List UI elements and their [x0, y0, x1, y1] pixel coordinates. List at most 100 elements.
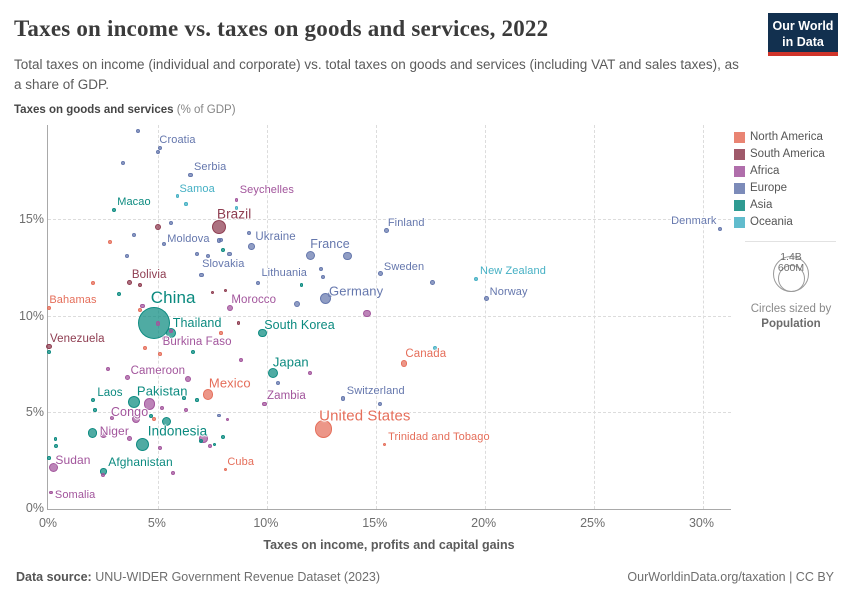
country-label-morocco[interactable]: Morocco: [231, 294, 277, 307]
country-label-trinidad-and-tobago[interactable]: Trinidad and Tobago: [388, 430, 490, 443]
data-point[interactable]: [221, 248, 226, 253]
data-point[interactable]: [151, 417, 156, 422]
data-point-indonesia[interactable]: [135, 437, 150, 452]
data-point-canada[interactable]: [400, 360, 408, 367]
data-point[interactable]: [429, 280, 435, 286]
country-label-bolivia[interactable]: Bolivia: [131, 269, 167, 282]
data-point[interactable]: [92, 408, 97, 412]
country-label-burkina-faso[interactable]: Burkina Faso: [162, 336, 232, 349]
data-point-south-korea[interactable]: [258, 328, 267, 338]
data-point-morocco[interactable]: [226, 304, 233, 311]
data-point[interactable]: [105, 367, 110, 372]
data-point[interactable]: [234, 205, 239, 210]
data-point[interactable]: [308, 371, 313, 376]
data-point[interactable]: [131, 232, 136, 237]
legend-item-south-america[interactable]: South America: [734, 148, 825, 160]
data-point[interactable]: [236, 321, 241, 326]
country-label-germany[interactable]: Germany: [329, 283, 384, 299]
data-point[interactable]: [206, 253, 211, 258]
data-point-lithuania[interactable]: [255, 280, 261, 285]
data-point[interactable]: [125, 374, 130, 380]
data-point[interactable]: [136, 128, 141, 133]
data-point[interactable]: [110, 415, 115, 420]
country-label-ukraine[interactable]: Ukraine: [255, 230, 296, 243]
data-point[interactable]: [321, 275, 326, 280]
data-point-finland[interactable]: [384, 228, 390, 234]
data-point-seychelles[interactable]: [234, 198, 239, 202]
legend-item-asia[interactable]: Asia: [734, 199, 825, 211]
country-label-china[interactable]: China: [150, 288, 196, 308]
country-label-pakistan[interactable]: Pakistan: [136, 383, 188, 399]
data-point[interactable]: [142, 346, 147, 351]
data-point[interactable]: [221, 434, 226, 439]
country-label-switzerland[interactable]: Switzerland: [346, 384, 405, 397]
legend-item-europe[interactable]: Europe: [734, 182, 825, 194]
country-label-sweden[interactable]: Sweden: [383, 261, 425, 274]
data-point[interactable]: [195, 251, 200, 256]
data-point[interactable]: [184, 202, 189, 206]
country-label-venezuela[interactable]: Venezuela: [50, 332, 105, 345]
data-point[interactable]: [208, 444, 213, 449]
data-point-trinidad-and-tobago[interactable]: [382, 442, 387, 447]
data-point-pakistan[interactable]: [127, 396, 140, 409]
data-point-new-zealand[interactable]: [473, 276, 479, 282]
data-point[interactable]: [195, 398, 199, 402]
data-point[interactable]: [168, 221, 173, 226]
data-point[interactable]: [171, 471, 176, 476]
data-point[interactable]: [227, 251, 233, 257]
data-point[interactable]: [225, 417, 230, 422]
country-label-united-states[interactable]: United States: [319, 407, 411, 425]
data-point[interactable]: [127, 436, 132, 442]
data-point[interactable]: [319, 267, 324, 272]
data-point[interactable]: [116, 292, 121, 297]
data-point-cameroon[interactable]: [185, 376, 192, 383]
data-point-congo[interactable]: [143, 398, 155, 410]
country-label-slovakia[interactable]: Slovakia: [202, 257, 245, 270]
country-label-moldova[interactable]: Moldova: [167, 232, 210, 245]
data-point[interactable]: [184, 407, 189, 412]
data-point-macao[interactable]: [112, 207, 117, 212]
country-label-laos[interactable]: Laos: [97, 386, 123, 399]
data-point[interactable]: [154, 223, 162, 231]
data-point-laos[interactable]: [90, 398, 95, 403]
data-point[interactable]: [219, 238, 224, 243]
country-label-south-korea[interactable]: South Korea: [264, 318, 335, 333]
country-label-somalia[interactable]: Somalia: [54, 488, 96, 501]
data-point[interactable]: [217, 413, 221, 418]
data-point-slovakia[interactable]: [199, 272, 204, 278]
data-point[interactable]: [158, 352, 162, 356]
data-point[interactable]: [162, 242, 167, 247]
data-point[interactable]: [299, 282, 304, 287]
legend-item-north-america[interactable]: North America: [734, 131, 825, 143]
data-point-switzerland[interactable]: [340, 395, 346, 401]
data-point-ukraine[interactable]: [248, 242, 255, 250]
data-point[interactable]: [87, 428, 98, 438]
owid-logo[interactable]: Our World in Data: [768, 13, 838, 56]
legend-item-oceania[interactable]: Oceania: [734, 216, 825, 228]
data-point-france[interactable]: [305, 251, 315, 261]
data-point-sudan[interactable]: [48, 462, 59, 473]
data-point-serbia[interactable]: [188, 172, 193, 178]
data-point-zambia[interactable]: [262, 401, 268, 407]
data-point-china[interactable]: [137, 307, 170, 340]
data-point[interactable]: [101, 473, 106, 478]
data-point[interactable]: [90, 280, 95, 285]
data-point-norway[interactable]: [484, 295, 490, 301]
data-point[interactable]: [162, 416, 172, 426]
data-point-sweden[interactable]: [377, 270, 383, 276]
country-label-serbia[interactable]: Serbia: [193, 161, 227, 174]
data-point[interactable]: [432, 346, 437, 351]
data-point-venezuela[interactable]: [46, 343, 52, 349]
data-point[interactable]: [158, 446, 163, 451]
country-label-congo[interactable]: Congo: [110, 404, 149, 419]
country-label-macao[interactable]: Macao: [117, 195, 151, 208]
country-label-zambia[interactable]: Zambia: [266, 390, 306, 403]
attribution-link[interactable]: OurWorldinData.org/taxation | CC BY: [627, 570, 834, 584]
data-point[interactable]: [327, 291, 333, 297]
data-point[interactable]: [53, 444, 58, 449]
country-label-sudan[interactable]: Sudan: [55, 452, 91, 467]
data-point[interactable]: [363, 310, 371, 318]
country-label-samoa[interactable]: Samoa: [179, 182, 215, 195]
data-point[interactable]: [190, 350, 195, 355]
country-label-finland[interactable]: Finland: [387, 217, 425, 230]
